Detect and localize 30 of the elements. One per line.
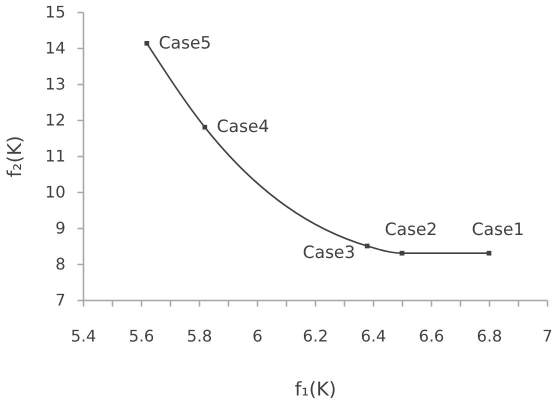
point (486, 250, 492, 256)
x-tick-label: 6.4 (360, 326, 386, 346)
point (144, 40, 150, 46)
point (364, 244, 370, 248)
point (400, 250, 404, 256)
y-tick-label: 10 (45, 182, 66, 202)
y-tick-label: 14 (45, 38, 66, 58)
y-tick-label: 11 (45, 146, 66, 166)
annotation: Case4 (216, 117, 270, 138)
y-tick-label: 15 (45, 2, 66, 22)
x-tick-label: 6 (252, 326, 263, 346)
y-tick-label: 12 (45, 110, 66, 130)
annotation: Case2 (384, 220, 438, 240)
x-tick-label: 6.2 (302, 326, 328, 346)
annotation: Case3 (302, 243, 356, 263)
x-tick-label: 5.6 (128, 326, 154, 346)
x-tick-label: 6.6 (418, 326, 444, 346)
point (202, 124, 208, 130)
y-tick-label: 8 (55, 254, 66, 274)
annotation: Case1 (472, 220, 524, 240)
y-axis-title: f₂(K) (4, 136, 26, 178)
x-tick-label: 6.8 (476, 326, 502, 346)
x-tick-label: 5.8 (186, 326, 212, 346)
annotation: Case5 (158, 33, 212, 54)
x-tick-label: 7 (542, 326, 553, 346)
y-tick-label: 7 (55, 290, 66, 310)
x-axis-title: f₁(K) (294, 378, 336, 400)
x-tick-label: 5.4 (70, 326, 96, 346)
y-tick-label: 13 (45, 74, 66, 94)
y-tick-label: 9 (55, 218, 66, 238)
